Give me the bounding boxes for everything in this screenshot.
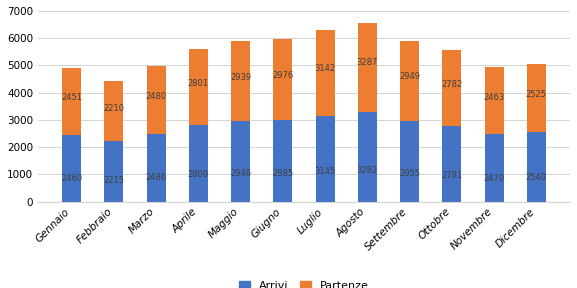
- Text: 3142: 3142: [314, 65, 336, 73]
- Bar: [485, 67, 504, 134]
- Bar: [443, 50, 462, 126]
- Text: 2460: 2460: [61, 174, 82, 183]
- Bar: [485, 134, 504, 202]
- Bar: [189, 125, 208, 202]
- Text: 2525: 2525: [526, 90, 547, 99]
- Text: 3282: 3282: [357, 166, 378, 175]
- Bar: [231, 41, 250, 121]
- Text: 3145: 3145: [314, 167, 336, 176]
- Bar: [316, 116, 335, 202]
- Bar: [147, 134, 166, 202]
- Text: 2939: 2939: [230, 73, 251, 82]
- Bar: [231, 121, 250, 202]
- Text: 2782: 2782: [441, 80, 463, 89]
- Legend: Arrivi, Partenze: Arrivi, Partenze: [235, 276, 373, 288]
- Bar: [104, 81, 123, 141]
- Text: 2451: 2451: [61, 93, 82, 102]
- Text: 2540: 2540: [526, 173, 547, 182]
- Text: 2985: 2985: [272, 169, 294, 178]
- Bar: [273, 39, 293, 120]
- Text: 2486: 2486: [145, 173, 167, 182]
- Bar: [104, 141, 123, 202]
- Bar: [316, 30, 335, 116]
- Bar: [400, 121, 419, 202]
- Bar: [358, 23, 377, 112]
- Bar: [147, 66, 166, 134]
- Text: 2463: 2463: [484, 93, 505, 102]
- Text: 2949: 2949: [399, 73, 420, 82]
- Bar: [62, 68, 81, 134]
- Bar: [400, 41, 419, 121]
- Text: 2210: 2210: [103, 104, 125, 113]
- Text: 2215: 2215: [103, 176, 125, 185]
- Bar: [358, 112, 377, 202]
- Bar: [527, 132, 546, 202]
- Bar: [527, 64, 546, 132]
- Text: 2946: 2946: [230, 169, 251, 178]
- Text: 2976: 2976: [272, 71, 294, 80]
- Bar: [189, 49, 208, 125]
- Bar: [62, 134, 81, 202]
- Text: 2480: 2480: [145, 92, 167, 101]
- Bar: [273, 120, 293, 202]
- Bar: [443, 126, 462, 202]
- Text: 2955: 2955: [399, 169, 420, 178]
- Text: 3287: 3287: [357, 58, 378, 67]
- Text: 2809: 2809: [188, 170, 209, 179]
- Text: 2801: 2801: [188, 79, 209, 88]
- Text: 2470: 2470: [484, 174, 505, 183]
- Text: 2781: 2781: [441, 170, 463, 180]
